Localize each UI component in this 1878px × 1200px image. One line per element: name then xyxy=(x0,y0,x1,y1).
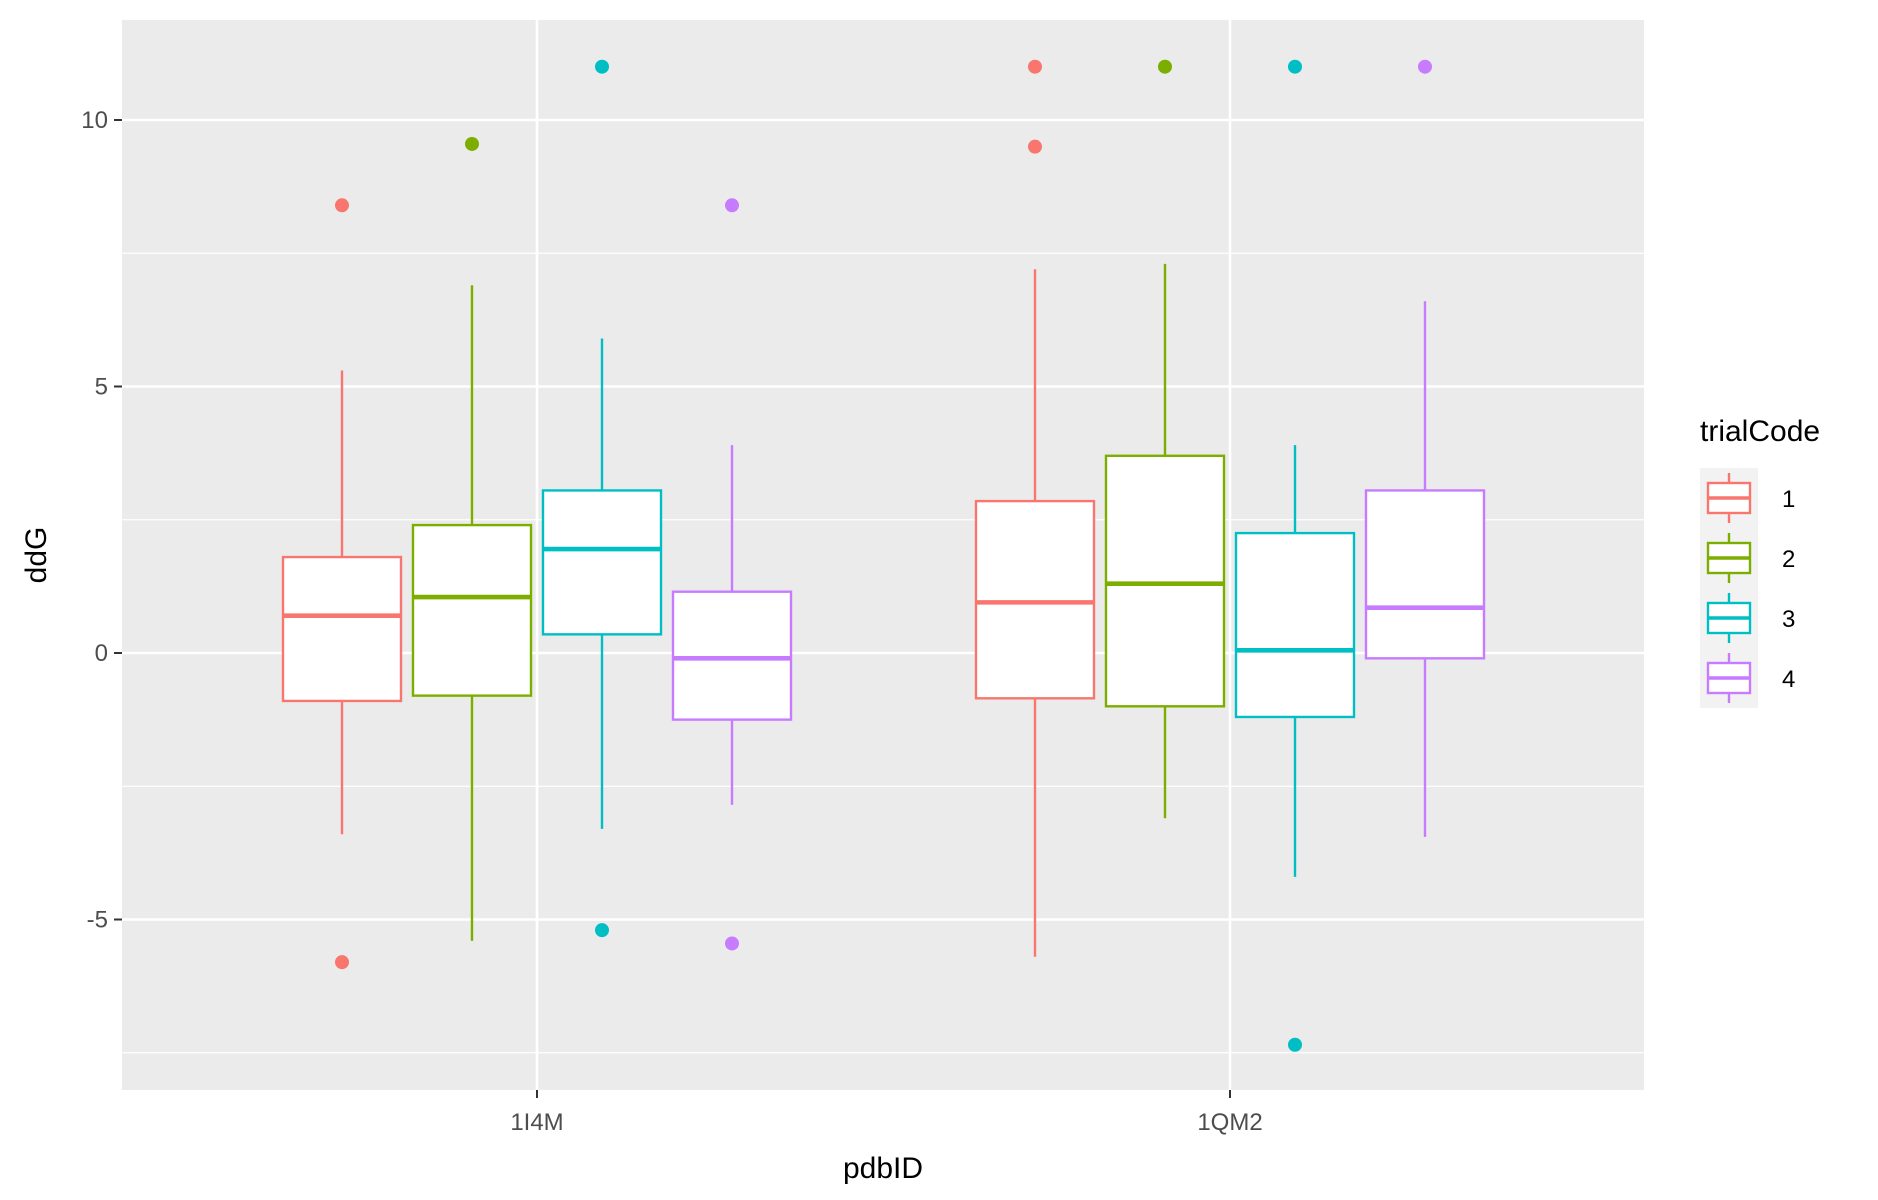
box-group-trial-4-1I4M xyxy=(671,198,793,951)
outlier-point xyxy=(725,936,739,951)
legend-entry: 1 xyxy=(1700,468,1795,528)
legend-entry: 3 xyxy=(1700,588,1795,648)
y-tick-label: -5 xyxy=(87,907,108,934)
outlier-point xyxy=(1288,1037,1302,1052)
legend-label: 4 xyxy=(1782,666,1795,693)
y-tick-label: 10 xyxy=(81,107,108,134)
legend-label: 3 xyxy=(1782,606,1795,633)
box-group-trial-1-1I4M xyxy=(281,198,403,970)
legend-label: 1 xyxy=(1782,486,1795,513)
boxes-layer xyxy=(281,59,1486,1052)
outlier-point xyxy=(1028,59,1042,74)
outlier-point xyxy=(465,136,479,151)
x-axis: 1I4M 1QM2 xyxy=(510,1090,1263,1136)
box-group-trial-2-1I4M xyxy=(411,136,533,941)
box xyxy=(281,555,403,703)
outlier-point xyxy=(335,198,349,213)
x-tick-label: 1QM2 xyxy=(1197,1109,1262,1136)
legend-title: trialCode xyxy=(1700,415,1820,448)
outlier-point xyxy=(1028,139,1042,154)
box xyxy=(541,489,663,636)
box xyxy=(974,499,1096,700)
x-axis-title: pdbID xyxy=(843,1152,923,1185)
box xyxy=(1234,531,1356,719)
y-tick-label: 5 xyxy=(95,374,108,401)
box-group-trial-1-1QM2 xyxy=(974,59,1096,957)
legend: trialCode 1 2 3 4 xyxy=(1700,415,1820,708)
x-tick-label: 1I4M xyxy=(510,1109,563,1136)
y-tick-label: 0 xyxy=(95,640,108,667)
legend-entry: 4 xyxy=(1700,648,1795,708)
y-axis: -5 0 5 10 xyxy=(81,107,122,934)
outlier-point xyxy=(1418,59,1432,74)
legend-label: 2 xyxy=(1782,546,1795,573)
outlier-point xyxy=(335,955,349,970)
outlier-point xyxy=(1158,59,1172,74)
y-axis-title: ddG xyxy=(20,527,53,584)
box-group-trial-4-1QM2 xyxy=(1364,59,1486,837)
box-group-trial-2-1QM2 xyxy=(1104,59,1226,819)
box xyxy=(1104,454,1226,708)
box xyxy=(671,590,793,721)
legend-entry: 2 xyxy=(1700,528,1795,588)
box-group-trial-3-1QM2 xyxy=(1234,59,1356,1052)
grid-lines xyxy=(122,20,1644,1090)
outlier-point xyxy=(725,198,739,213)
outlier-point xyxy=(1288,59,1302,74)
outlier-point xyxy=(595,59,609,74)
box-group-trial-3-1I4M xyxy=(541,59,663,938)
box xyxy=(411,523,533,697)
outlier-point xyxy=(595,923,609,938)
box xyxy=(1364,489,1486,660)
